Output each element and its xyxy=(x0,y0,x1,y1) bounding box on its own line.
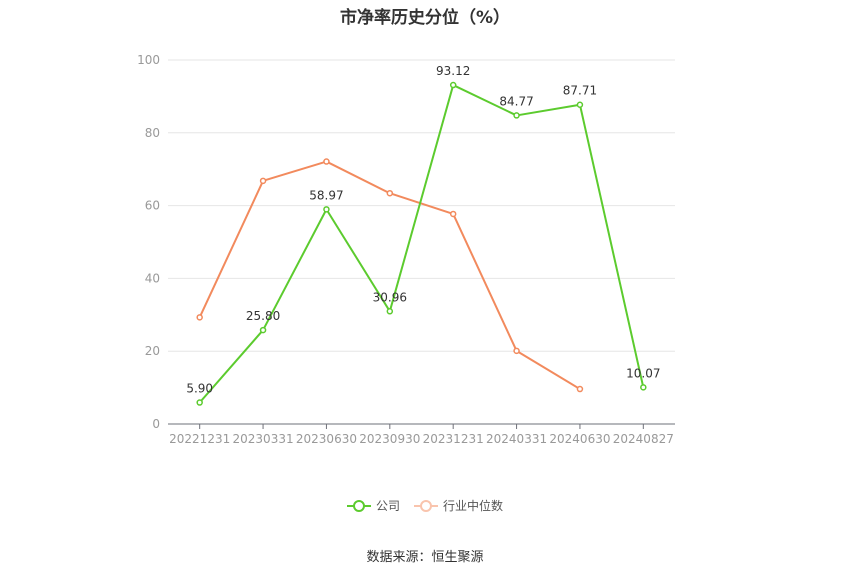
x-tick-label: 20240827 xyxy=(613,432,674,446)
company-point xyxy=(576,101,584,108)
company-data-label: 58.97 xyxy=(309,188,343,202)
company-point xyxy=(259,326,267,334)
legend-item-company[interactable]: 公司 xyxy=(346,497,400,514)
x-tick-label: 20240331 xyxy=(486,432,547,446)
industry-median-point xyxy=(449,210,457,218)
company-point xyxy=(323,206,330,213)
y-tick-label: 100 xyxy=(137,53,160,67)
company-point xyxy=(513,112,520,119)
company-point xyxy=(386,308,394,315)
legend: 公司 行业中位数 xyxy=(0,497,850,514)
company-data-label: 30.96 xyxy=(373,290,407,304)
company-data-label: 84.77 xyxy=(499,94,533,108)
y-tick-label: 60 xyxy=(145,199,160,213)
industry-median-point xyxy=(576,385,584,393)
chart-title: 市净率历史分位（%） xyxy=(339,8,511,28)
legend-company-icon xyxy=(346,499,371,512)
industry-median-point xyxy=(259,177,267,185)
x-tick-label: 20221231 xyxy=(169,432,230,446)
company-data-label: 87.71 xyxy=(563,84,597,98)
industry-median-point xyxy=(196,314,203,321)
company-series-line xyxy=(198,84,645,404)
series-layer xyxy=(196,81,647,406)
grid-layer xyxy=(168,59,675,352)
company-data-label: 10.07 xyxy=(626,366,660,380)
x-tick-label: 20231231 xyxy=(423,432,484,446)
company-data-label: 5.90 xyxy=(186,382,213,396)
company-point xyxy=(449,81,457,89)
y-tick-label: 20 xyxy=(145,344,160,358)
legend-industry-median-label: 行业中位数 xyxy=(443,499,504,513)
x-tick-label: 20240630 xyxy=(549,432,610,446)
x-tick-label: 20230630 xyxy=(296,432,357,446)
industry-median-point xyxy=(386,189,394,197)
x-tick-label: 20230331 xyxy=(233,432,294,446)
y-tick-label: 40 xyxy=(145,271,160,285)
source-note: 数据来源：恒生聚源 xyxy=(366,550,484,565)
y-tick-label: 80 xyxy=(145,126,160,140)
company-data-label: 93.12 xyxy=(436,64,470,78)
x-tick-label: 20230930 xyxy=(359,432,420,446)
company-point xyxy=(196,399,203,406)
legend-company-label: 公司 xyxy=(375,499,400,513)
data-label-layer: 5.90 25.80 58.97 30.96 93.12 84.77 87.71 10.07 xyxy=(186,64,660,395)
industry-median-point xyxy=(323,158,330,165)
company-data-label: 25.80 xyxy=(246,309,280,323)
industry-median-point xyxy=(513,347,520,355)
y-tick-label: 0 xyxy=(152,417,160,431)
company-point xyxy=(640,384,647,391)
legend-industry-median-icon xyxy=(414,499,438,512)
legend-item-industry-median[interactable]: 行业中位数 xyxy=(414,497,503,514)
